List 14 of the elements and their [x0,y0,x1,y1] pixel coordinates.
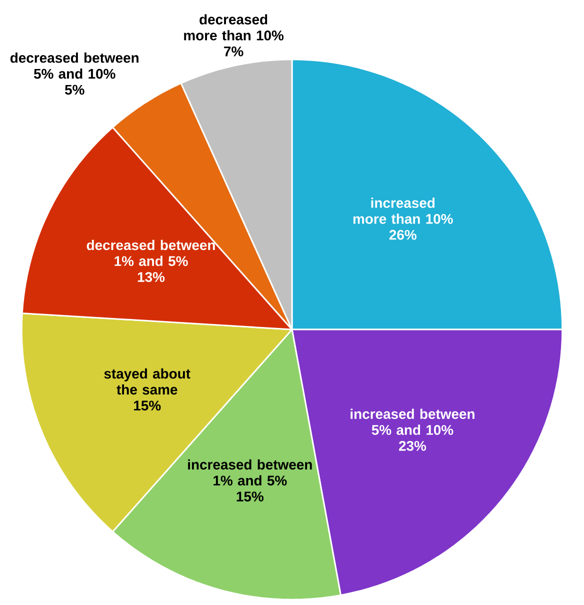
data-label: 23% [399,440,426,451]
slice-label: decreased between 5% and 10% [10,52,138,79]
data-label: 7% [224,46,244,56]
data-label: 15% [236,492,264,502]
slice-label: increased more than 10% [353,198,453,224]
data-label: 26% [389,230,416,240]
data-label: 5% [64,84,84,95]
slice-label: increased between 5% and 10% [350,408,474,435]
slice-label: decreased more than 10% [184,14,284,40]
slice-label: decreased between 1% and 5% [86,240,215,266]
data-label: 13% [138,272,165,282]
slice-label: stayed about the same [104,368,190,395]
data-label: 15% [134,400,161,411]
slice-label: increased between 1% and 5% [188,459,312,486]
